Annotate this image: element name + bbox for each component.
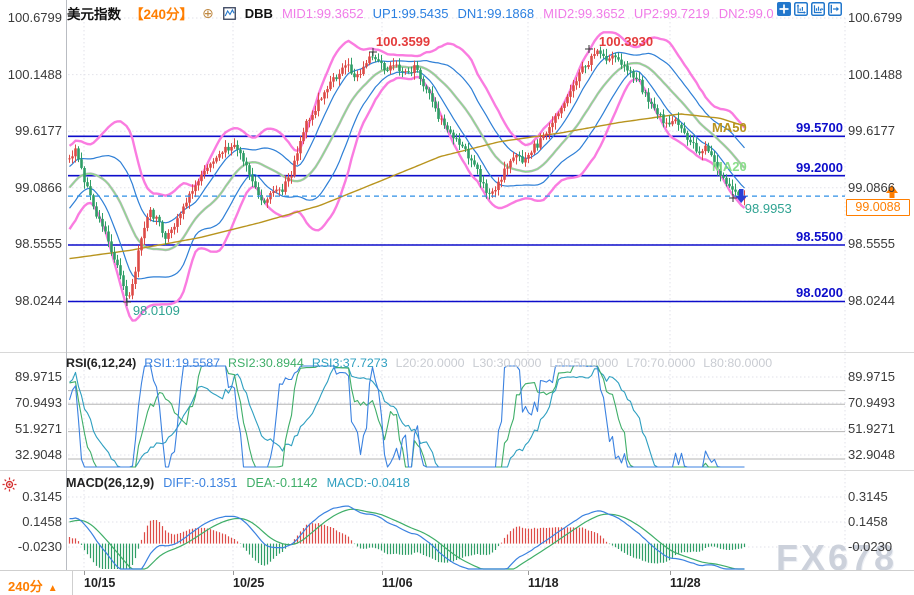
footer-period-text: 240分 — [8, 579, 43, 594]
macd-title: MACD(26,12,9) — [66, 476, 155, 490]
date-label: 11/28 — [670, 576, 701, 590]
period-label[interactable]: 【240分】 — [130, 7, 194, 22]
chart-toolbar — [777, 2, 842, 16]
date-tick — [527, 571, 529, 575]
axis-pan-icon[interactable] — [811, 2, 825, 16]
rsi-axis-label-right: 70.9493 — [848, 394, 895, 410]
peak-price-label: 100.3930 — [598, 34, 654, 49]
rsi-axis-label-left: 89.9715 — [15, 369, 62, 384]
boll-mid1-value: MID1:99.3652 — [281, 5, 364, 21]
boll-mid2-value: MID2:99.3652 — [543, 5, 625, 21]
main-axis-label-left: 100.1488 — [7, 66, 62, 82]
macd-axis-label-left: -0.0230 — [17, 539, 62, 554]
rsi-axis-label-left: 70.9493 — [15, 394, 62, 410]
macd-axis-label-left: 0.3145 — [22, 489, 62, 504]
rsi-header: RSI(6,12,24) RSI1:19.5587 RSI2:30.8944 R… — [66, 356, 772, 370]
price-line-label[interactable]: 99.2000 — [796, 159, 843, 175]
rsi-l80-label: L80:80.0000 — [703, 356, 773, 370]
recent-low-label: 98.9953 — [744, 201, 792, 216]
footer-period[interactable]: 240分 ▲ — [8, 576, 58, 595]
rsi-axis-label-left: 32.9048 — [15, 447, 62, 462]
macd-diff-value: DIFF:-0.1351 — [163, 476, 238, 490]
time-axis: 240分 ▲ 10/15 10/25 11/06 11/18 11/28 — [0, 570, 914, 595]
mini-chart-icon[interactable] — [222, 6, 236, 20]
macd-dea-value: DEA:-0.1142 — [246, 476, 318, 490]
macd-value: MACD:-0.0418 — [326, 476, 410, 490]
main-axis-label-right: 99.0866 — [848, 179, 895, 195]
alert-sun-icon[interactable] — [2, 477, 17, 497]
jump-latest-icon[interactable] — [828, 2, 842, 16]
rsi-axis-label-right: 51.9271 — [848, 420, 895, 436]
date-tick — [670, 571, 672, 575]
main-axis-label-right: 98.5555 — [848, 236, 895, 252]
rsi-title: RSI(6,12,24) — [66, 356, 137, 370]
boll-up1-value: UP1:99.5435 — [372, 5, 449, 21]
peak-price-label: 100.3599 — [375, 34, 431, 49]
main-axis-label-right: 100.1488 — [848, 66, 903, 82]
crosshair-icon[interactable] — [777, 2, 791, 16]
macd-axis-label-left: 0.1458 — [22, 513, 62, 529]
macd-axis-label-right: 0.3145 — [848, 489, 888, 504]
date-tick — [233, 571, 235, 575]
date-label: 11/06 — [381, 576, 413, 590]
ma50-label: MA50 — [712, 120, 747, 135]
boll-up2-value: UP2:99.7219 — [633, 5, 710, 21]
rsi-l30-label: L30:30.0000 — [472, 356, 542, 370]
main-axis-label-right: 100.6799 — [848, 10, 903, 25]
symbol-title: 美元指数 — [67, 7, 121, 22]
rsi-axis-label-right: 89.9715 — [848, 369, 895, 384]
main-chart-header: 美元指数 【240分】 ⊕ DBB MID1:99.3652 UP1:99.54… — [67, 3, 774, 23]
trough-price-label: 98.0109 — [132, 303, 180, 318]
boll-dn2-value: DN2:99.0 — [718, 5, 774, 21]
main-axis-label-left: 100.6799 — [7, 10, 62, 25]
current-price-box[interactable]: 99.0088 — [846, 199, 910, 217]
rsi2-value: RSI2:30.8944 — [228, 356, 304, 370]
rsi1-value: RSI1:19.5587 — [144, 356, 221, 370]
date-label: 11/18 — [527, 576, 559, 590]
main-axis-label-right: 99.6177 — [848, 123, 895, 139]
main-axis-label-right: 98.0244 — [848, 293, 895, 308]
macd-axis-label-right: 0.1458 — [848, 513, 888, 529]
indicator-name[interactable]: DBB — [244, 5, 273, 21]
rsi-axis-label-left: 51.9271 — [15, 420, 62, 436]
period-up-arrow-icon: ▲ — [47, 583, 58, 594]
price-line-label[interactable]: 98.0200 — [796, 285, 843, 301]
date-label: 10/25 — [233, 576, 265, 590]
boll-dn1-value: DN1:99.1868 — [457, 5, 535, 21]
add-indicator-icon[interactable]: ⊕ — [202, 4, 214, 21]
macd-axis-label-right: -0.0230 — [848, 539, 893, 554]
main-axis-label-left: 99.0866 — [15, 179, 62, 195]
date-tick — [381, 571, 383, 575]
rsi-l20-label: L20:20.0000 — [395, 356, 465, 370]
rsi-l70-label: L70:70.0000 — [626, 356, 696, 370]
main-axis-label-left: 98.5555 — [15, 236, 62, 252]
rsi-l50-label: L50:50.0000 — [549, 356, 619, 370]
axis-zoom-icon[interactable] — [794, 2, 808, 16]
footer-divider — [72, 571, 73, 595]
rsi3-value: RSI3:37.7273 — [311, 356, 388, 370]
price-line-label[interactable]: 98.5500 — [796, 228, 843, 244]
main-axis-label-left: 99.6177 — [15, 123, 62, 139]
price-line-label[interactable]: 99.5700 — [796, 120, 843, 136]
date-label: 10/15 — [84, 576, 116, 590]
macd-header: MACD(26,12,9) DIFF:-0.1351 DEA:-0.1142 M… — [66, 476, 410, 490]
main-axis-label-left: 98.0244 — [15, 293, 62, 308]
date-tick — [84, 571, 85, 575]
rsi-axis-label-right: 32.9048 — [848, 447, 895, 462]
ma20-label: MA20 — [712, 159, 747, 174]
